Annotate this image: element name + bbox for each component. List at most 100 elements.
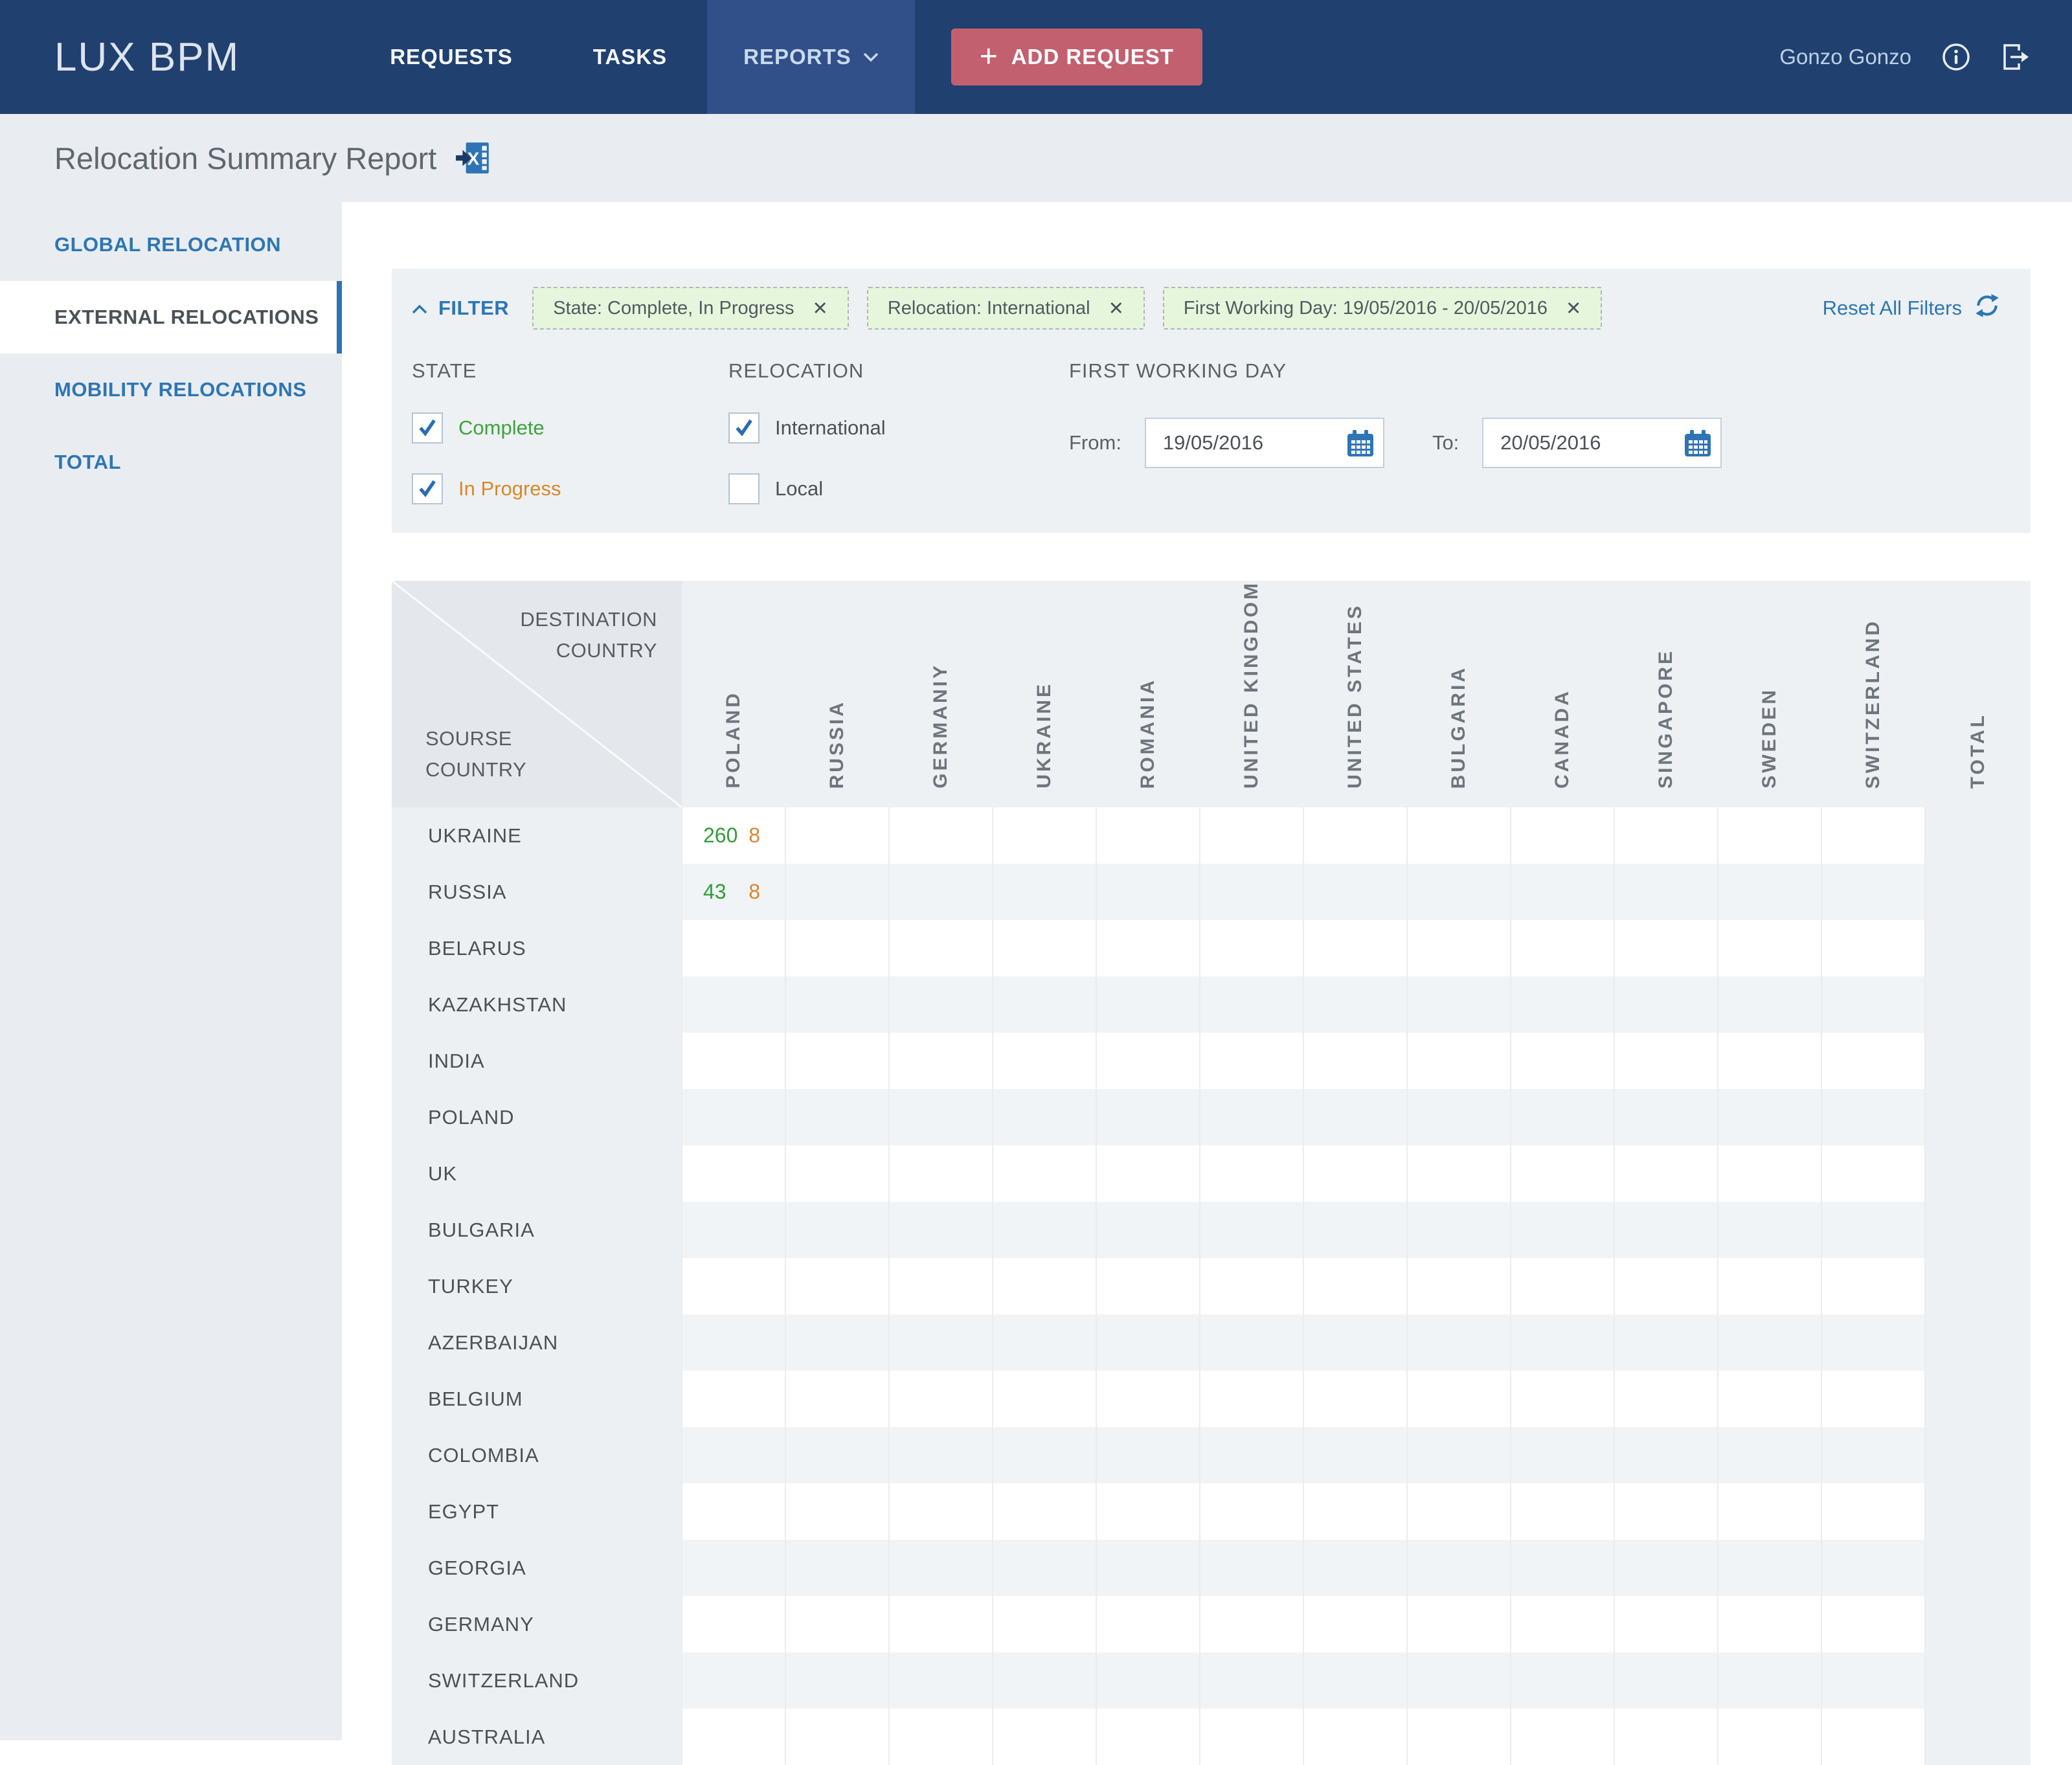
main-nav: REQUESTS TASKS REPORTS xyxy=(350,0,914,114)
user-name[interactable]: Gonzo Gonzo xyxy=(1779,45,1911,69)
cell-russia-poland: 438 xyxy=(682,864,785,920)
date-range-row: From: To: xyxy=(1069,418,1722,468)
calendar-icon[interactable] xyxy=(1683,429,1713,462)
cell-uk-bulgaria xyxy=(1407,1145,1511,1202)
cell-belgium-singapore xyxy=(1614,1371,1718,1427)
cell-india-singapore xyxy=(1614,1033,1718,1089)
row-label: BELGIUM xyxy=(392,1371,682,1427)
sidebar-item-global-relocation[interactable]: GLOBAL RELOCATION xyxy=(0,208,342,281)
filter-section-state: STATE CompleteIn Progress xyxy=(412,359,561,504)
cell-georgia-sweden xyxy=(1718,1540,1821,1596)
table-row: COLOMBIA xyxy=(392,1427,2031,1483)
filter-chip[interactable]: Relocation: International✕ xyxy=(867,287,1145,330)
cell-bulgaria-united-states xyxy=(1303,1202,1407,1258)
cell-turkey-united-states xyxy=(1303,1258,1407,1314)
cell-bulgaria-total xyxy=(1925,1202,2031,1258)
add-request-button[interactable]: + ADD REQUEST xyxy=(951,28,1202,85)
chip-remove-icon[interactable]: ✕ xyxy=(813,297,828,320)
cell-egypt-singapore xyxy=(1614,1483,1718,1540)
filter-toggle[interactable]: FILTER xyxy=(411,297,509,320)
cell-kazakhstan-poland xyxy=(682,976,785,1033)
row-label: UK xyxy=(392,1145,682,1202)
reset-all-filters[interactable]: Reset All Filters xyxy=(1823,292,2001,324)
cell-switzerland-total xyxy=(1925,1652,2031,1709)
cell-uk-ukraine xyxy=(993,1145,1096,1202)
checkbox-label: International xyxy=(775,416,886,440)
sidebar-item-total[interactable]: TOTAL xyxy=(0,426,342,499)
checkbox-international[interactable]: International xyxy=(728,412,886,444)
cell-belgium-romania xyxy=(1096,1371,1200,1427)
table-row: INDIA xyxy=(392,1033,2031,1089)
checkbox-checked-icon[interactable] xyxy=(412,412,443,444)
cell-georgia-romania xyxy=(1096,1540,1200,1596)
app-logo[interactable]: LUX BPM xyxy=(54,0,240,114)
cell-georgia-united-kingdom xyxy=(1200,1540,1303,1596)
cell-egypt-total xyxy=(1925,1483,2031,1540)
checkbox-checked-icon[interactable] xyxy=(728,412,760,444)
checkbox-unchecked-icon[interactable] xyxy=(728,473,760,504)
table-row: RUSSIA438 xyxy=(392,864,2031,920)
nav-item-reports[interactable]: REPORTS xyxy=(707,0,915,114)
cell-india-ukraine xyxy=(993,1033,1096,1089)
cell-kazakhstan-sweden xyxy=(1718,976,1821,1033)
cell-russia-canada xyxy=(1511,864,1614,920)
checkbox-complete[interactable]: Complete xyxy=(412,412,561,444)
cell-georgia-canada xyxy=(1511,1540,1614,1596)
cell-belarus-romania xyxy=(1096,920,1200,976)
active-filter-chips: State: Complete, In Progress✕Relocation:… xyxy=(532,287,1602,330)
sidebar-item-mobility-relocations[interactable]: MOBILITY RELOCATIONS xyxy=(0,354,342,426)
sidebar-item-external-relocations[interactable]: EXTERNAL RELOCATIONS xyxy=(0,281,342,354)
cell-turkey-russia xyxy=(785,1258,889,1314)
checkbox-in-progress[interactable]: In Progress xyxy=(412,473,561,504)
info-icon[interactable] xyxy=(1941,42,1971,72)
cell-switzerland-romania xyxy=(1096,1652,1200,1709)
cell-uk-total xyxy=(1925,1145,2031,1202)
cell-kazakhstan-singapore xyxy=(1614,976,1718,1033)
cell-colombia-united-states xyxy=(1303,1427,1407,1483)
filter-chip[interactable]: First Working Day: 19/05/2016 - 20/05/20… xyxy=(1163,287,1602,330)
cell-poland-switzerland xyxy=(1821,1089,1925,1145)
cell-colombia-russia xyxy=(785,1427,889,1483)
row-label: UKRAINE xyxy=(392,807,682,864)
nav-item-requests[interactable]: REQUESTS xyxy=(350,0,553,114)
cell-turkey-bulgaria xyxy=(1407,1258,1511,1314)
cell-colombia-canada xyxy=(1511,1427,1614,1483)
cell-georgia-bulgaria xyxy=(1407,1540,1511,1596)
column-header-total: TOTAL xyxy=(1925,581,2031,807)
column-header-ukraine: UKRAINE xyxy=(993,581,1096,807)
reset-all-filters-label: Reset All Filters xyxy=(1823,297,1962,320)
checkbox-local[interactable]: Local xyxy=(728,473,886,504)
cell-russia-total xyxy=(1925,864,2031,920)
checkbox-label: In Progress xyxy=(458,477,561,500)
add-request-label: ADD REQUEST xyxy=(1011,45,1174,69)
cell-india-united-states xyxy=(1303,1033,1407,1089)
checkbox-checked-icon[interactable] xyxy=(412,473,443,504)
row-label: COLOMBIA xyxy=(392,1427,682,1483)
logout-icon[interactable] xyxy=(2001,42,2031,72)
cell-colombia-ukraine xyxy=(993,1427,1096,1483)
cell-belarus-canada xyxy=(1511,920,1614,976)
cell-colombia-bulgaria xyxy=(1407,1427,1511,1483)
chip-remove-icon[interactable]: ✕ xyxy=(1109,297,1124,320)
nav-item-label: TASKS xyxy=(593,45,667,69)
filter-chip-label: State: Complete, In Progress xyxy=(553,298,794,319)
cell-egypt-canada xyxy=(1511,1483,1614,1540)
in-progress-count: 8 xyxy=(749,824,760,848)
cell-georgia-total xyxy=(1925,1540,2031,1596)
filter-chip[interactable]: State: Complete, In Progress ✕ xyxy=(532,287,849,330)
nav-item-tasks[interactable]: TASKS xyxy=(553,0,707,114)
cell-kazakhstan-germaniy xyxy=(889,976,993,1033)
filter-panel: FILTER State: Complete, In Progress✕Relo… xyxy=(392,269,2031,533)
cell-bulgaria-singapore xyxy=(1614,1202,1718,1258)
cell-egypt-switzerland xyxy=(1821,1483,1925,1540)
export-excel-icon[interactable]: X xyxy=(455,139,492,177)
cell-turkey-singapore xyxy=(1614,1258,1718,1314)
cell-russia-switzerland xyxy=(1821,864,1925,920)
column-header-label: TOTAL xyxy=(1967,713,1989,789)
calendar-icon[interactable] xyxy=(1346,429,1375,462)
row-label: POLAND xyxy=(392,1089,682,1145)
chip-remove-icon[interactable]: ✕ xyxy=(1566,297,1581,320)
cell-uk-switzerland xyxy=(1821,1145,1925,1202)
cell-kazakhstan-romania xyxy=(1096,976,1200,1033)
relocation-matrix: DESTINATION COUNTRY SOURSE COUNTRY POLAN… xyxy=(392,581,2031,1765)
